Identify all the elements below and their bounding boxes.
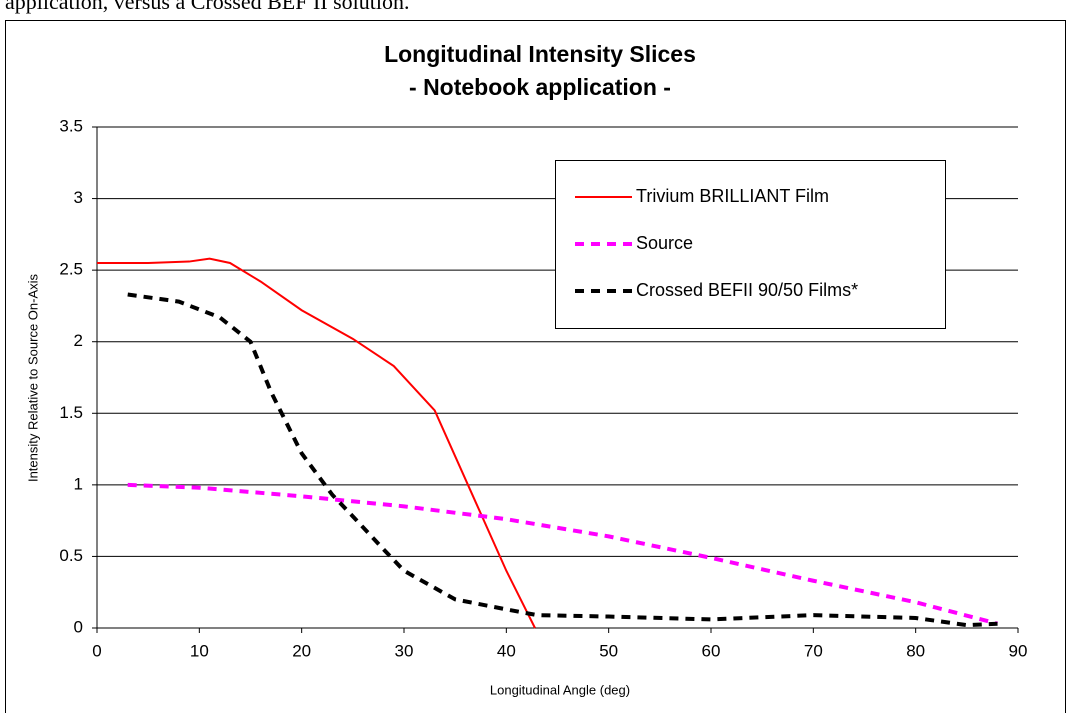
- y-axis-title: Intensity Relative to Source On-Axis: [25, 273, 40, 482]
- x-tick-label: 70: [804, 641, 823, 660]
- document-text: application, versus a Crossed BEF II sol…: [5, 0, 410, 14]
- y-tick-label: 1: [74, 474, 83, 493]
- x-tick-label: 80: [906, 641, 925, 660]
- series-line: [97, 257, 536, 629]
- y-tick-label: 2: [74, 331, 83, 350]
- legend-label: Source: [636, 233, 693, 253]
- chart-subtitle: - Notebook application -: [409, 74, 671, 100]
- x-tick-label: 20: [292, 641, 311, 660]
- x-tick-label: 10: [190, 641, 209, 660]
- chart-title: Longitudinal Intensity Slices: [384, 41, 696, 67]
- legend-box: [555, 160, 946, 329]
- series-line: [127, 292, 998, 628]
- x-tick-label: 90: [1009, 641, 1028, 660]
- x-tick-label: 30: [395, 641, 414, 660]
- y-tick-label: 3.5: [59, 116, 83, 135]
- x-tick-label: 50: [599, 641, 618, 660]
- x-axis-title: Longitudinal Angle (deg): [490, 682, 630, 697]
- y-tick-label: 0.5: [59, 546, 83, 565]
- y-tick-label: 2.5: [59, 260, 83, 279]
- y-tick-label: 0: [74, 617, 83, 636]
- legend-label: Crossed BEFII 90/50 Films*: [636, 280, 858, 300]
- y-tick-label: 1.5: [59, 403, 83, 422]
- y-tick-label: 3: [74, 188, 83, 207]
- x-tick-label: 40: [497, 641, 516, 660]
- x-tick-label: 0: [92, 641, 101, 660]
- legend-label: Trivium BRILLIANT Film: [636, 186, 829, 206]
- series-line: [127, 482, 999, 626]
- x-tick-label: 60: [702, 641, 721, 660]
- chart-frame: [5, 20, 1066, 713]
